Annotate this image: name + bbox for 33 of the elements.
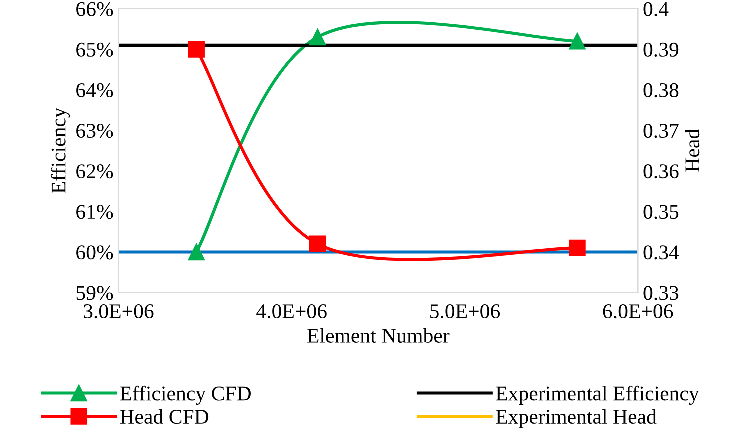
y-tick-label: 65% — [76, 42, 114, 57]
legend-label: Experimental Head — [496, 409, 657, 428]
point — [188, 244, 205, 261]
y2-tick-label: 0.39 — [644, 42, 679, 58]
y2-tick-label: 0.36 — [644, 164, 679, 179]
y2-tick-label: 0.37 — [644, 124, 679, 138]
y-tick-label: 62% — [76, 164, 114, 179]
point — [569, 240, 586, 257]
y2-tick-label: 0.34 — [644, 246, 680, 260]
legend-label: Efficiency CFD — [120, 386, 251, 406]
y2-tick-label: 0.38 — [644, 83, 679, 98]
y2-axis-title: Head — [684, 129, 700, 172]
y2-tick-label: 0.35 — [644, 205, 679, 220]
y2-tick-label: 0.4 — [644, 2, 669, 16]
point — [188, 41, 205, 58]
y-tick-label: 60% — [76, 246, 114, 260]
x-axis-title: Element Number — [308, 328, 450, 344]
point — [309, 28, 326, 46]
x-tick-label: 4.0E+06 — [256, 304, 327, 319]
y-tick-label: 64% — [76, 83, 114, 98]
y-axis-title: Efficiency — [50, 108, 70, 194]
y2-tick-label: 0.33 — [644, 286, 679, 300]
y-tick-label: 59% — [76, 286, 114, 300]
point — [309, 236, 326, 252]
x-tick-label: 3.0E+06 — [84, 304, 154, 319]
legend-label: Experimental Efficiency — [496, 386, 700, 406]
x-tick-label: 6.0E+06 — [603, 304, 674, 319]
legend-label: Head CFD — [120, 409, 209, 424]
y-tick-label: 66% — [76, 2, 114, 16]
point — [569, 33, 586, 50]
y-tick-label: 61% — [76, 205, 114, 220]
y-tick-label: 63% — [76, 124, 114, 138]
x-tick-label: 5.0E+06 — [430, 304, 500, 319]
